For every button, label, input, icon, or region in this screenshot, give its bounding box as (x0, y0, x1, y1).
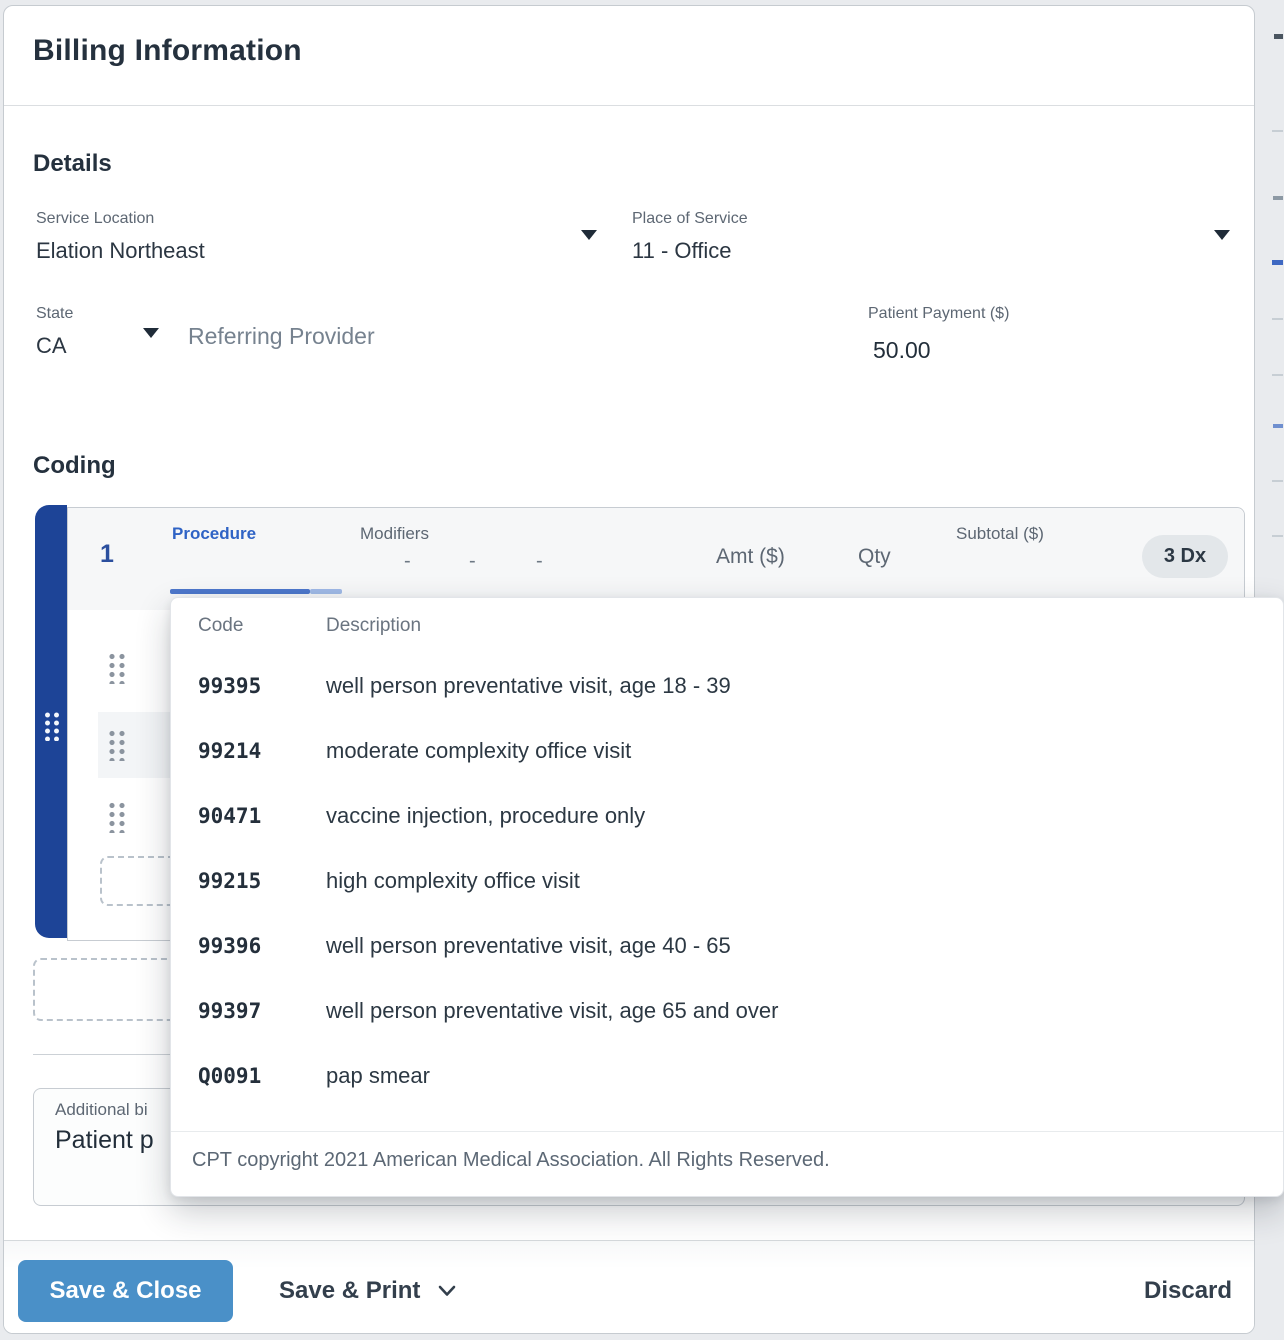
save-print-button[interactable]: Save & Print (273, 1276, 462, 1306)
cpt-description: pap smear (326, 1062, 430, 1088)
service-location-select[interactable]: Elation Northeast (36, 238, 205, 263)
coding-row-number: 1 (100, 540, 114, 568)
drag-handle-icon[interactable] (107, 729, 126, 761)
chevron-down-icon[interactable] (581, 230, 597, 240)
details-heading: Details (33, 150, 112, 177)
cpt-option[interactable]: 99395 well person preventative visit, ag… (171, 653, 1283, 718)
modifier-placeholder[interactable]: - (469, 550, 476, 572)
coding-heading: Coding (33, 452, 116, 479)
cpt-option[interactable]: 99215 high complexity office visit (171, 848, 1283, 913)
dx-count-badge[interactable]: 3 Dx (1142, 535, 1228, 578)
underlying-content-sliver (1272, 480, 1283, 482)
cpt-dropdown-header: Code Description (198, 615, 421, 637)
cpt-code: 99397 (198, 998, 262, 1023)
state-label: State (36, 305, 74, 322)
underlying-content-sliver (1272, 260, 1283, 265)
cpt-option[interactable]: 99396 well person preventative visit, ag… (171, 913, 1283, 978)
cpt-code: 90471 (198, 803, 262, 828)
header-divider (4, 105, 1254, 106)
page-title: Billing Information (33, 34, 302, 67)
underlying-content-sliver (1272, 130, 1283, 132)
cpt-option[interactable]: 90471 vaccine injection, procedure only (171, 783, 1283, 848)
copyright-divider (171, 1131, 1283, 1132)
cpt-description: well person preventative visit, age 40 -… (326, 932, 731, 958)
description-column-header: Description (326, 615, 422, 636)
patient-payment-input[interactable] (871, 336, 1075, 365)
cpt-option[interactable]: 99397 well person preventative visit, ag… (171, 978, 1283, 1043)
cpt-code-dropdown: Code Description 99395 well person preve… (170, 597, 1284, 1197)
underlying-content-sliver (1274, 34, 1283, 39)
additional-billing-value: Patient p (55, 1126, 154, 1154)
cpt-option[interactable]: 99214 moderate complexity office visit (171, 718, 1283, 783)
cpt-copyright-notice: CPT copyright 2021 American Medical Asso… (192, 1149, 830, 1171)
underlying-content-sliver (1272, 535, 1283, 537)
underlying-content-sliver (1273, 196, 1283, 200)
save-print-label: Save & Print (279, 1277, 421, 1304)
procedure-column-label: Procedure (172, 524, 257, 543)
service-location-label: Service Location (36, 210, 155, 227)
procedure-input-tail (310, 589, 342, 594)
drag-handle-icon[interactable] (107, 652, 126, 684)
cpt-code: Q0091 (198, 1063, 262, 1088)
underlying-content-sliver (1273, 424, 1283, 428)
drag-handle-icon[interactable] (43, 711, 60, 741)
discard-button[interactable]: Discard (1138, 1276, 1238, 1306)
patient-payment-label: Patient Payment ($) (868, 305, 1010, 322)
cpt-option[interactable]: Q0091 pap smear (171, 1043, 1283, 1108)
modifier-placeholder[interactable]: - (404, 550, 411, 572)
subtotal-column-label: Subtotal ($) (956, 524, 1044, 543)
additional-billing-label: Additional bi (55, 1100, 148, 1119)
underlying-content-sliver (1272, 374, 1283, 376)
underlying-content-sliver (1272, 318, 1283, 320)
drag-handle-icon[interactable] (107, 801, 126, 833)
cpt-code: 99396 (198, 933, 262, 958)
procedure-input[interactable] (170, 589, 310, 594)
amount-column-label: Amt ($) (716, 545, 785, 568)
chevron-down-icon[interactable] (1214, 230, 1230, 240)
save-close-button[interactable]: Save & Close (18, 1260, 233, 1322)
modifiers-column-label: Modifiers (360, 524, 429, 543)
code-column-header: Code (198, 615, 244, 636)
cpt-description: well person preventative visit, age 18 -… (326, 672, 731, 698)
cpt-description: moderate complexity office visit (326, 737, 632, 763)
place-of-service-select[interactable]: 11 - Office (632, 238, 732, 263)
qty-column-label: Qty (858, 545, 891, 568)
cpt-code: 99214 (198, 738, 262, 763)
chevron-down-icon (439, 1285, 456, 1296)
state-select[interactable]: CA (36, 333, 67, 358)
cpt-description: high complexity office visit (326, 867, 580, 893)
footer-divider (4, 1240, 1254, 1241)
cpt-code: 99215 (198, 868, 262, 893)
place-of-service-label: Place of Service (632, 210, 748, 227)
cpt-code: 99395 (198, 673, 262, 698)
chevron-down-icon[interactable] (143, 328, 159, 338)
modifier-placeholder[interactable]: - (536, 550, 543, 572)
coding-row-drag-bar[interactable] (35, 505, 67, 938)
cpt-description: well person preventative visit, age 65 a… (326, 997, 779, 1023)
cpt-description: vaccine injection, procedure only (326, 802, 646, 828)
cpt-option-list: 99395 well person preventative visit, ag… (171, 653, 1283, 1108)
referring-provider-input[interactable] (186, 322, 610, 351)
